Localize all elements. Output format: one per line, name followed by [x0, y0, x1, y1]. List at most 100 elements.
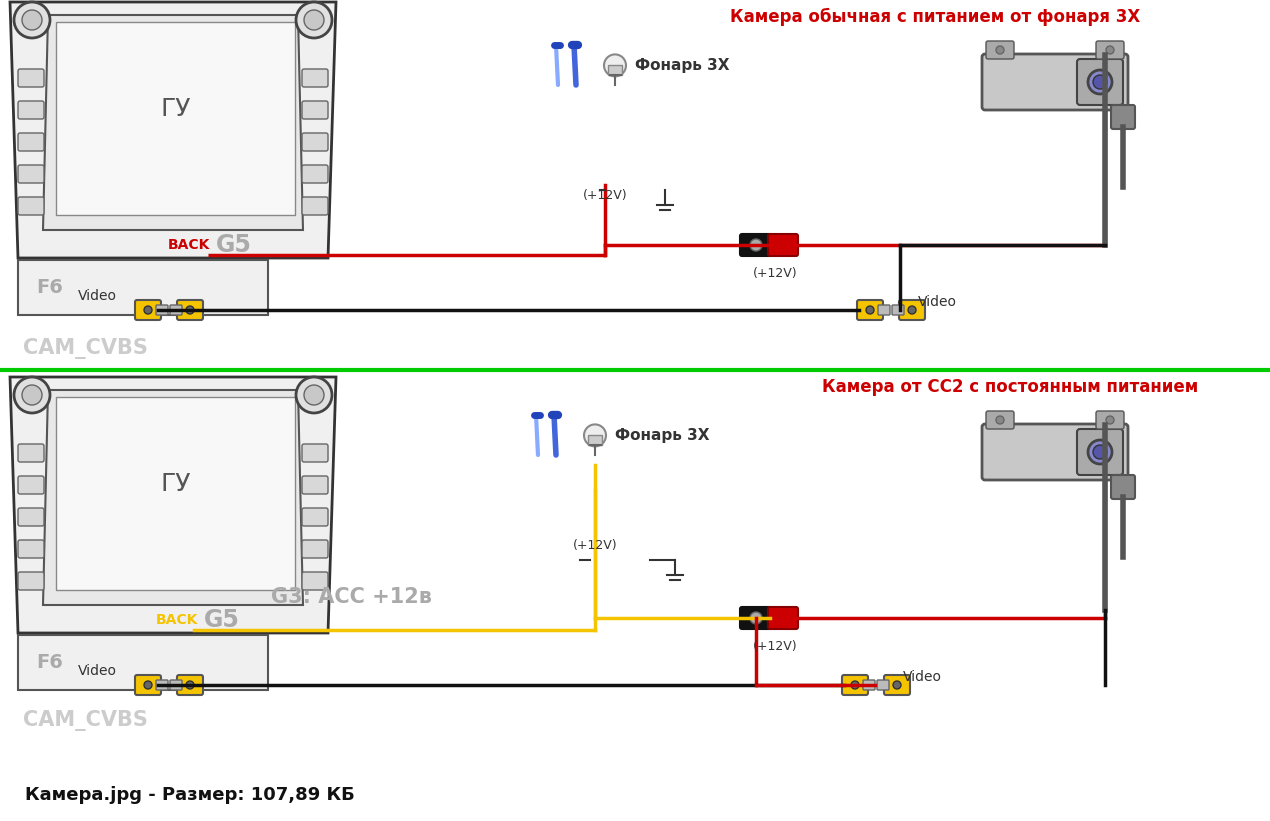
Text: CAM_CVBS: CAM_CVBS — [23, 709, 147, 731]
FancyBboxPatch shape — [18, 476, 44, 494]
Text: Video: Video — [77, 289, 117, 303]
FancyBboxPatch shape — [982, 54, 1128, 110]
FancyBboxPatch shape — [1111, 475, 1135, 499]
Circle shape — [908, 306, 916, 314]
FancyBboxPatch shape — [302, 101, 328, 119]
FancyBboxPatch shape — [18, 69, 44, 87]
Text: ГУ: ГУ — [160, 97, 190, 121]
FancyBboxPatch shape — [170, 305, 182, 315]
FancyBboxPatch shape — [884, 675, 911, 695]
Text: G5: G5 — [204, 608, 240, 632]
FancyBboxPatch shape — [899, 300, 925, 320]
Polygon shape — [43, 390, 304, 605]
FancyBboxPatch shape — [740, 607, 772, 629]
Circle shape — [1106, 46, 1114, 54]
Bar — [608, 66, 621, 76]
Polygon shape — [43, 15, 304, 230]
Circle shape — [751, 239, 762, 251]
FancyBboxPatch shape — [170, 680, 182, 690]
FancyBboxPatch shape — [982, 424, 1128, 480]
Bar — [588, 435, 602, 445]
Polygon shape — [10, 377, 337, 633]
Text: Камера от СС2 с постоянным питанием: Камера от СС2 с постоянным питанием — [822, 378, 1198, 396]
FancyBboxPatch shape — [986, 411, 1013, 429]
FancyBboxPatch shape — [302, 165, 328, 183]
Circle shape — [22, 10, 42, 30]
FancyBboxPatch shape — [135, 300, 161, 320]
FancyBboxPatch shape — [18, 260, 268, 315]
FancyBboxPatch shape — [18, 572, 44, 590]
Circle shape — [996, 46, 1005, 54]
FancyBboxPatch shape — [302, 540, 328, 558]
Text: Камера обычная с питанием от фонаря 3Х: Камера обычная с питанием от фонаря 3Х — [730, 8, 1140, 26]
Circle shape — [14, 377, 50, 413]
FancyBboxPatch shape — [740, 234, 772, 256]
Circle shape — [584, 424, 606, 447]
Circle shape — [304, 385, 324, 405]
FancyBboxPatch shape — [768, 234, 798, 256]
FancyBboxPatch shape — [18, 540, 44, 558]
FancyBboxPatch shape — [18, 508, 44, 526]
Circle shape — [1093, 445, 1107, 459]
Polygon shape — [10, 2, 337, 258]
Circle shape — [1088, 440, 1113, 464]
FancyBboxPatch shape — [857, 300, 883, 320]
FancyBboxPatch shape — [878, 680, 889, 690]
Text: G3: АСС +12в: G3: АСС +12в — [271, 587, 432, 607]
Text: ГУ: ГУ — [160, 472, 190, 496]
Circle shape — [851, 681, 859, 689]
FancyBboxPatch shape — [1111, 105, 1135, 129]
Text: BACK: BACK — [156, 613, 198, 627]
FancyBboxPatch shape — [302, 444, 328, 462]
FancyBboxPatch shape — [1096, 411, 1124, 429]
Circle shape — [304, 10, 324, 30]
Text: (+12V): (+12V) — [583, 189, 627, 201]
Text: BACK: BACK — [168, 238, 211, 252]
Circle shape — [144, 306, 152, 314]
Text: Video: Video — [918, 295, 958, 309]
FancyBboxPatch shape — [135, 675, 161, 695]
FancyBboxPatch shape — [1077, 59, 1123, 105]
Circle shape — [22, 385, 42, 405]
FancyBboxPatch shape — [986, 41, 1013, 59]
Circle shape — [144, 681, 152, 689]
FancyBboxPatch shape — [18, 444, 44, 462]
FancyBboxPatch shape — [56, 22, 295, 215]
Text: Фонарь 3Х: Фонарь 3Х — [615, 428, 710, 443]
Text: G5: G5 — [216, 233, 251, 257]
FancyBboxPatch shape — [768, 607, 798, 629]
Circle shape — [605, 54, 626, 76]
Circle shape — [893, 681, 900, 689]
FancyBboxPatch shape — [892, 305, 904, 315]
FancyBboxPatch shape — [1096, 41, 1124, 59]
FancyBboxPatch shape — [302, 197, 328, 215]
Circle shape — [996, 416, 1005, 424]
FancyBboxPatch shape — [18, 165, 44, 183]
FancyBboxPatch shape — [18, 133, 44, 151]
Circle shape — [296, 2, 331, 38]
FancyBboxPatch shape — [864, 680, 875, 690]
FancyBboxPatch shape — [18, 197, 44, 215]
Circle shape — [14, 2, 50, 38]
FancyBboxPatch shape — [842, 675, 867, 695]
Text: CAM_CVBS: CAM_CVBS — [23, 337, 147, 359]
FancyBboxPatch shape — [156, 680, 168, 690]
Circle shape — [1093, 75, 1107, 89]
FancyBboxPatch shape — [18, 101, 44, 119]
FancyBboxPatch shape — [156, 305, 168, 315]
FancyBboxPatch shape — [177, 675, 203, 695]
FancyBboxPatch shape — [302, 572, 328, 590]
FancyBboxPatch shape — [302, 69, 328, 87]
Text: F6: F6 — [36, 653, 64, 672]
Text: (+12V): (+12V) — [753, 640, 798, 653]
Text: Video: Video — [903, 670, 942, 684]
Text: Фонарь 3Х: Фонарь 3Х — [635, 57, 729, 72]
FancyBboxPatch shape — [302, 508, 328, 526]
Text: Камера.jpg - Размер: 107,89 КБ: Камера.jpg - Размер: 107,89 КБ — [25, 786, 354, 804]
Circle shape — [1088, 70, 1113, 94]
FancyBboxPatch shape — [177, 300, 203, 320]
Circle shape — [1106, 416, 1114, 424]
Circle shape — [296, 377, 331, 413]
Circle shape — [751, 612, 762, 624]
Circle shape — [185, 681, 194, 689]
